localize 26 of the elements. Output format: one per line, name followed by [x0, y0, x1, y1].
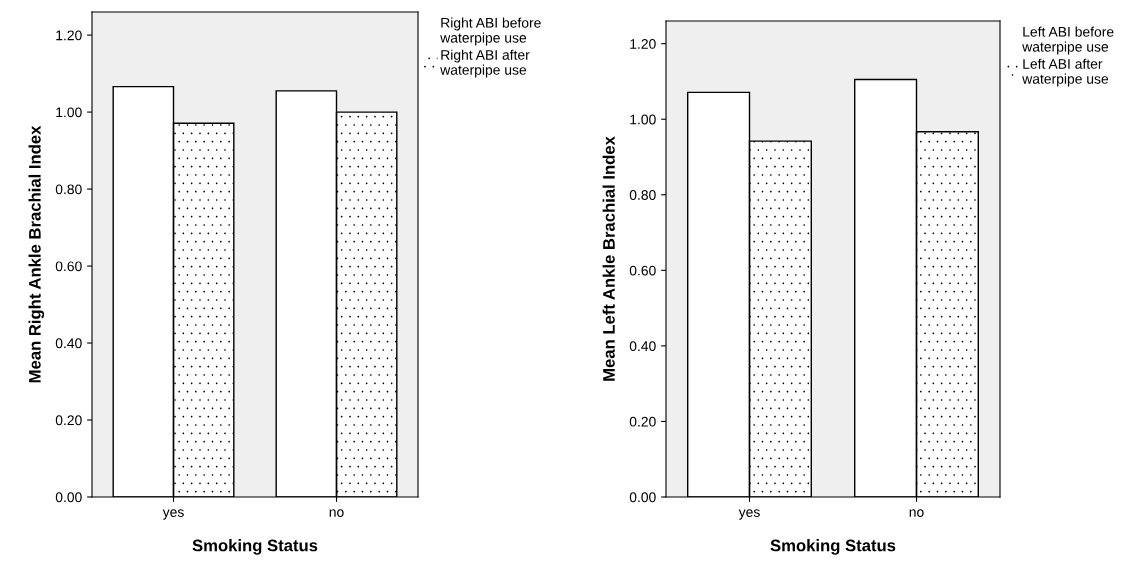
y-tick-label: 0.60 — [55, 261, 82, 272]
x-tick-label: yes — [162, 509, 184, 520]
y-tick-label: 0.80 — [55, 184, 82, 195]
x-axis-title: Smoking Status — [192, 539, 318, 555]
y-axis-title: Mean Left Ankle Brachial Index — [602, 136, 615, 381]
y-tick-label: 1.20 — [630, 39, 656, 49]
text: Left ABI before waterpipe use — [1022, 26, 1114, 55]
y-tick-label: 0.20 — [629, 416, 656, 427]
y-tick-label: 0.80 — [629, 190, 656, 200]
x-tick-label: yes — [738, 509, 760, 520]
y-tick-label: 0.40 — [629, 341, 656, 352]
y-tick-label: 1.00 — [630, 114, 656, 125]
legend-label: Left ABI after waterpipe use — [1022, 58, 1109, 87]
y-tick-label: 0.40 — [55, 338, 82, 349]
text: Right ABI before waterpipe use — [440, 17, 541, 46]
y-tick-label: 0.60 — [629, 265, 656, 276]
y-tick-label: 1.00 — [56, 107, 82, 118]
x-tick-label: no — [329, 509, 344, 517]
y-axis-title: Mean Right Ankle Brachial Index — [28, 125, 45, 383]
y-tick-label: 0.00 — [629, 492, 656, 503]
x-tick-label: no — [909, 509, 924, 517]
y-tick-label: 1.20 — [56, 30, 82, 41]
x-axis-title: Smoking Status — [770, 539, 896, 555]
y-tick-label: 0.20 — [55, 415, 82, 426]
legend-label: Right ABI after waterpipe use — [440, 49, 530, 78]
y-tick-label: 0.00 — [55, 492, 82, 503]
